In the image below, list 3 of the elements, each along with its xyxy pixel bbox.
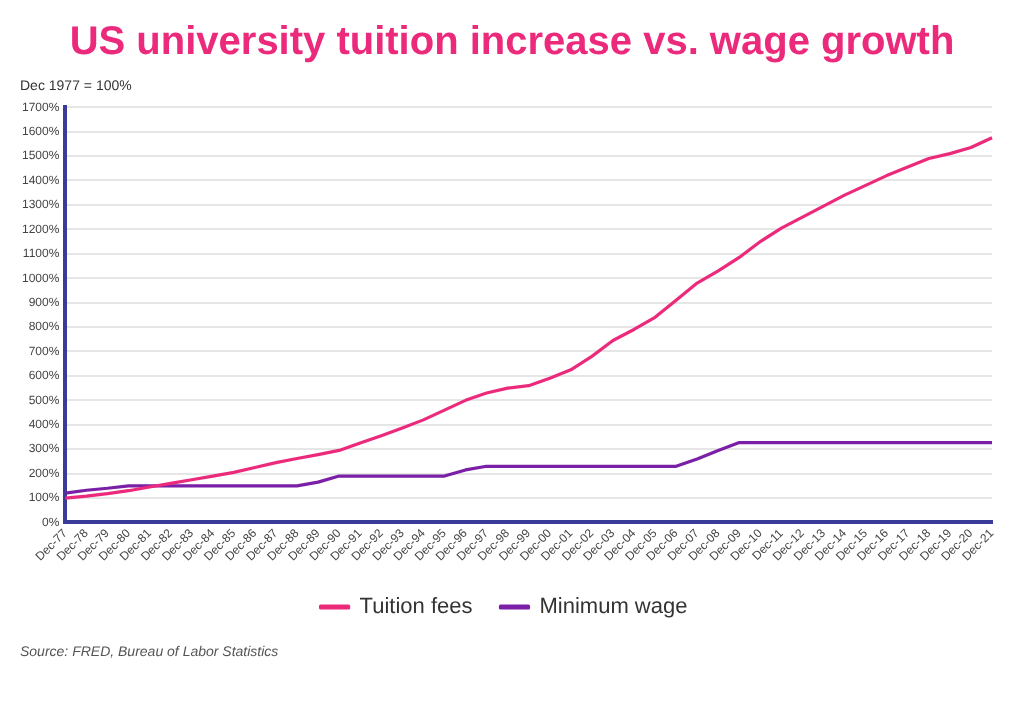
chart-title: US university tuition increase vs. wage growth	[67, 18, 957, 68]
legend-label: Tuition fees	[359, 595, 474, 620]
legend-label: Minimum wage	[539, 595, 688, 620]
